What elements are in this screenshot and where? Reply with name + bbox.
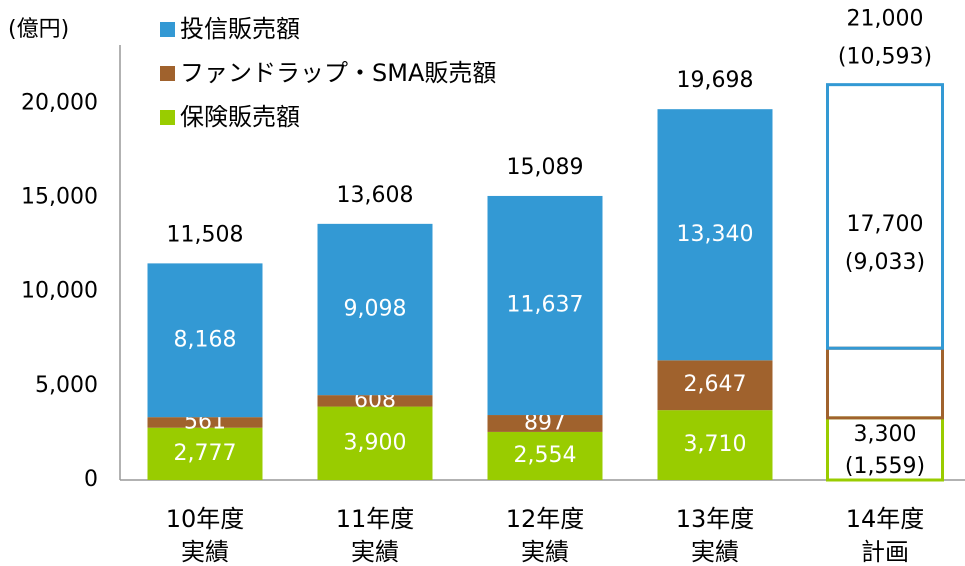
total-label: 15,089	[507, 155, 584, 180]
bar-segment	[487, 195, 603, 416]
bar-segment	[487, 431, 603, 480]
total-label: 11,508	[167, 222, 244, 247]
value-label: 2,647	[684, 372, 747, 397]
plan-annotation: (10,593)	[838, 45, 932, 70]
bar-segment	[147, 263, 263, 418]
value-label: 3,710	[684, 432, 747, 457]
x-tick-label: 11年度	[336, 505, 415, 533]
x-tick-label: 実績	[521, 538, 569, 566]
plan-annotation: (1,559)	[845, 454, 925, 479]
value-label: 8,168	[174, 327, 237, 352]
y-tick-label: 0	[84, 467, 98, 492]
value-label: 9,098	[344, 296, 407, 321]
legend-swatch	[160, 22, 175, 37]
x-tick-label: 13年度	[676, 505, 755, 533]
legend-swatch	[160, 110, 175, 125]
x-tick-label: 実績	[691, 538, 739, 566]
value-label: 2,554	[514, 443, 577, 468]
bar-segment	[657, 109, 773, 361]
plan-annotation: (9,033)	[845, 250, 925, 275]
y-tick-label: 10,000	[21, 279, 98, 304]
x-tick-label: 14年度	[846, 505, 925, 533]
bar-segment	[826, 83, 944, 350]
plan-annotation: 17,700	[847, 212, 924, 237]
bar-segment	[826, 346, 944, 420]
total-label: 13,608	[337, 183, 414, 208]
legend-label: 投信販売額	[180, 15, 300, 43]
legend-label: ファンドラップ・SMA販売額	[180, 59, 496, 87]
value-label: 3,300	[854, 422, 917, 447]
bar-segment	[147, 427, 263, 480]
value-label: 2,777	[174, 441, 237, 466]
x-tick-label: 10年度	[166, 505, 245, 533]
y-tick-label: 20,000	[21, 90, 98, 115]
bar-segment	[657, 410, 773, 480]
bar-segment	[317, 223, 433, 396]
value-label: 3,900	[344, 430, 407, 455]
value-label: 11,637	[507, 292, 584, 317]
total-label: 21,000	[847, 7, 924, 32]
bar-segment	[317, 395, 433, 407]
total-label: 19,698	[677, 68, 754, 93]
y-tick-label: 5,000	[35, 373, 98, 398]
x-tick-label: 計画	[861, 538, 909, 566]
legend-swatch	[160, 66, 175, 81]
y-tick-label: 15,000	[21, 185, 98, 210]
bar-segment	[317, 406, 433, 480]
x-tick-label: 12年度	[506, 505, 585, 533]
y-axis-label: (億円)	[8, 17, 69, 42]
value-label: 13,340	[677, 222, 754, 247]
x-tick-label: 実績	[181, 538, 229, 566]
bar-segment	[487, 415, 603, 432]
x-tick-label: 実績	[351, 538, 399, 566]
legend-label: 保険販売額	[180, 103, 300, 131]
bar-segment	[657, 360, 773, 411]
bar-segment	[147, 417, 263, 428]
